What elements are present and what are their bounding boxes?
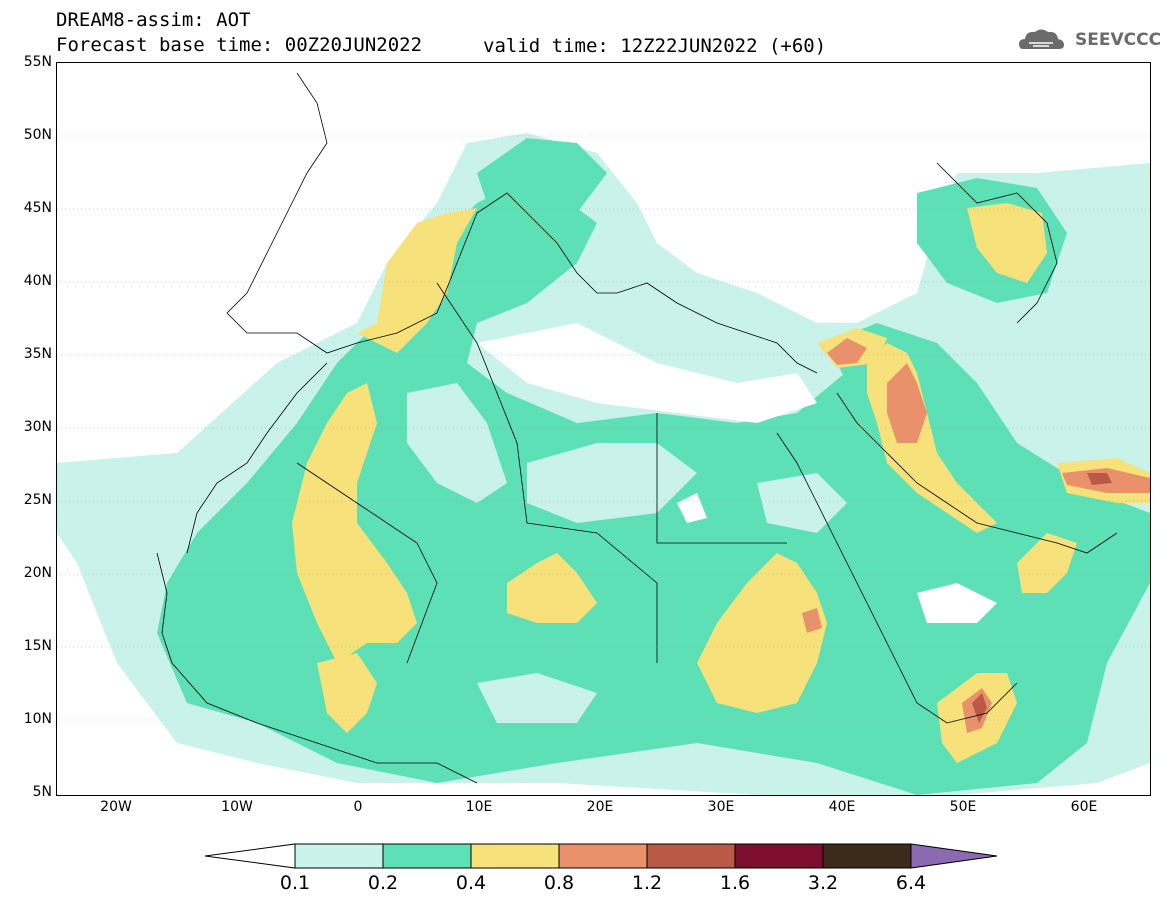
colorbar-label: 0.8 bbox=[543, 872, 575, 894]
lat-label: 5N bbox=[32, 784, 52, 800]
lat-label: 40N bbox=[23, 273, 52, 289]
aot-map bbox=[56, 62, 1151, 796]
lon-label: 20W bbox=[100, 799, 132, 815]
lon-label: 60E bbox=[1070, 799, 1098, 815]
chart-title: DREAM8-assim: AOT bbox=[56, 9, 251, 31]
colorbar-label: 1.2 bbox=[631, 872, 663, 894]
forecast-base-time: Forecast base time: 00Z20JUN2022 bbox=[56, 34, 423, 56]
lon-label: 0 bbox=[353, 799, 363, 815]
colorbar-label: 1.6 bbox=[719, 872, 751, 894]
lat-label: 25N bbox=[23, 492, 52, 508]
lon-label: 50E bbox=[949, 799, 977, 815]
lat-label: 20N bbox=[23, 565, 52, 581]
lat-label: 50N bbox=[23, 127, 52, 143]
colorbar bbox=[205, 843, 998, 869]
colorbar-label: 3.2 bbox=[807, 872, 839, 894]
lat-label: 45N bbox=[23, 200, 52, 216]
aot-field bbox=[57, 72, 1150, 795]
lon-label: 20E bbox=[586, 799, 614, 815]
colorbar-label: 6.4 bbox=[895, 872, 927, 894]
valid-time: valid time: 12Z22JUN2022 (+60) bbox=[483, 35, 827, 57]
lon-label: 30E bbox=[707, 799, 735, 815]
lat-label: 30N bbox=[23, 419, 52, 435]
lat-label: 55N bbox=[23, 54, 52, 70]
colorbar-label: 0.1 bbox=[279, 872, 311, 894]
lat-label: 15N bbox=[23, 638, 52, 654]
cloud-icon bbox=[1019, 29, 1064, 49]
lon-label: 40E bbox=[828, 799, 856, 815]
colorbar-label: 0.4 bbox=[455, 872, 487, 894]
lon-label: 10E bbox=[465, 799, 493, 815]
colorbar-label: 0.2 bbox=[367, 872, 399, 894]
lat-label: 35N bbox=[23, 346, 52, 362]
lon-label: 10W bbox=[221, 799, 253, 815]
logo-text: SEEVCCC bbox=[1075, 30, 1162, 50]
lat-label: 10N bbox=[23, 711, 52, 727]
